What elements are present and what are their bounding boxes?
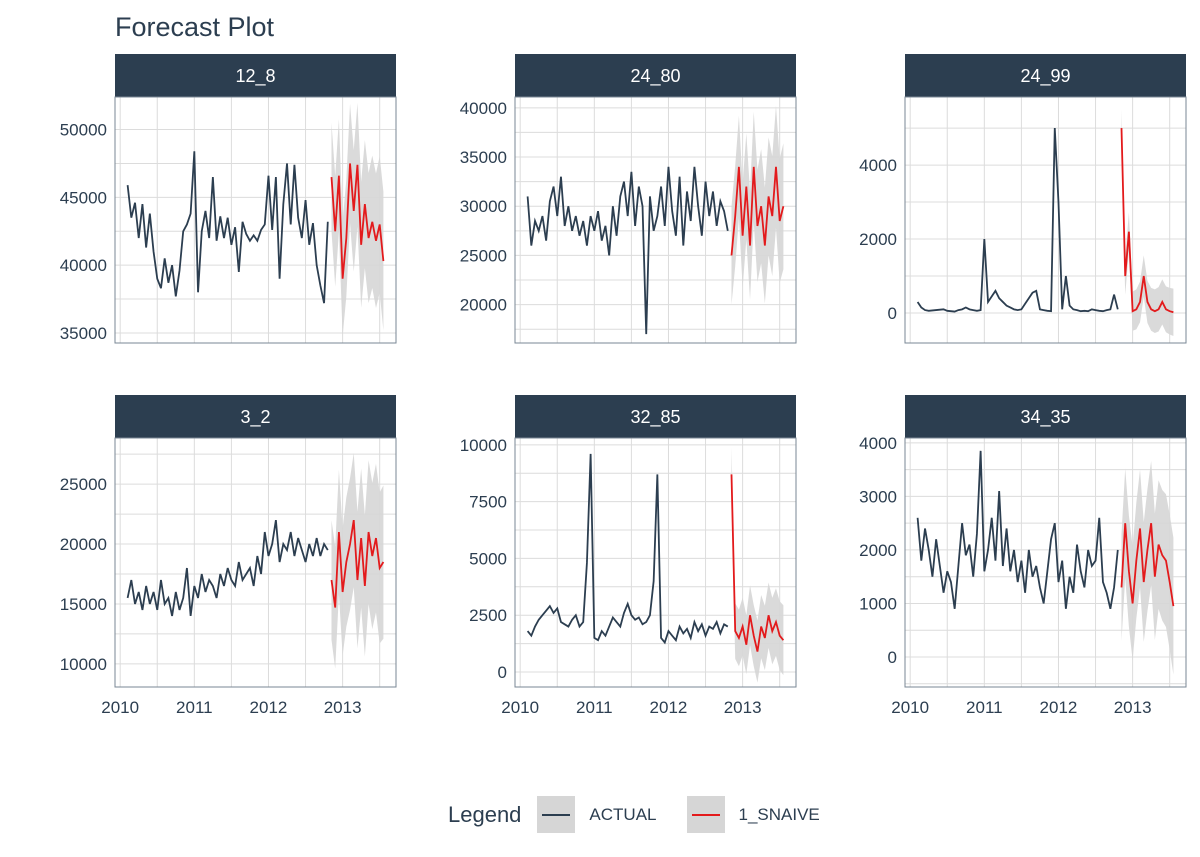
- x-tick-label: 2012: [1040, 698, 1078, 717]
- y-tick-label: 2000: [859, 230, 897, 249]
- series-line-actual: [126, 151, 329, 304]
- series-line-snaive: [1120, 128, 1174, 314]
- series-line-actual: [916, 128, 1119, 313]
- prediction-interval-band: [1121, 461, 1174, 675]
- series-line-actual: [526, 166, 729, 335]
- series-line-snaive: [1120, 523, 1175, 607]
- facet-strip: [115, 395, 396, 438]
- y-tick-label: 20000: [460, 296, 507, 315]
- y-tick-label: 5000: [469, 549, 507, 568]
- y-tick-label: 7500: [469, 493, 507, 512]
- panel-border: [904, 96, 1187, 344]
- facet-panel-12_8: 12_8 35000 40000 45000 50000: [60, 54, 397, 344]
- x-tick-label: 2010: [501, 698, 539, 717]
- x-tick-label: 2011: [176, 698, 213, 717]
- x-tick-label: 2012: [650, 698, 688, 717]
- chart-title: Forecast Plot: [115, 12, 275, 42]
- facet-panel-32_85: 32_85 0 2500 5000 7500 10000 2010 2011 2012 2013: [460, 395, 797, 717]
- y-tick-label: 20000: [60, 535, 107, 554]
- prediction-interval-band: [1121, 109, 1174, 336]
- y-tick-label: 45000: [60, 188, 107, 207]
- x-tick-label: 2013: [1114, 698, 1152, 717]
- prediction-interval-band: [731, 105, 784, 305]
- y-tick-label: 3000: [859, 487, 897, 506]
- series-line-snaive: [330, 163, 385, 279]
- y-tick-label: 40000: [460, 99, 507, 118]
- y-tick-label: 10000: [460, 436, 507, 455]
- series-line-snaive: [730, 474, 785, 652]
- x-tick-label: 2013: [724, 698, 762, 717]
- series-line-snaive: [730, 166, 785, 256]
- facet-strip-label: 32_85: [630, 407, 680, 428]
- y-tick-label: 4000: [859, 434, 897, 453]
- y-tick-label: 0: [888, 304, 897, 323]
- legend-key-actual: [537, 796, 576, 833]
- panel-border: [904, 437, 1187, 688]
- y-tick-label: 0: [888, 648, 897, 667]
- facet-panel-3_2: 3_2 10000 15000 20000 25000 2010 2011 2012 2013: [60, 395, 397, 717]
- prediction-interval-band: [331, 102, 384, 337]
- facet-strip-label: 24_99: [1020, 66, 1070, 87]
- facet-strip-label: 12_8: [235, 66, 275, 87]
- x-tick-label: 2010: [101, 698, 139, 717]
- x-tick-label: 2011: [576, 698, 613, 717]
- prediction-interval-band: [331, 452, 384, 669]
- facet-panel-24_80: 24_80 20000 25000 30000 35000 40000: [460, 54, 797, 344]
- facet-strip: [115, 54, 396, 97]
- facet-panel-34_35: 34_35 0 1000 2000 3000 4000 2010 2011 2012 2013: [859, 395, 1187, 717]
- facet-strip: [515, 54, 796, 97]
- legend-title: Legend: [448, 801, 522, 827]
- y-tick-label: 15000: [60, 595, 107, 614]
- panel-border: [514, 96, 797, 344]
- facet-strip-label: 34_35: [1020, 407, 1070, 428]
- panel-border: [114, 437, 397, 688]
- panel-border: [114, 96, 397, 344]
- x-tick-label: 2010: [891, 698, 929, 717]
- y-tick-label: 25000: [60, 475, 107, 494]
- y-tick-label: 30000: [460, 197, 507, 216]
- y-tick-label: 10000: [60, 655, 107, 674]
- legend-key-snaive: [686, 796, 725, 833]
- y-tick-label: 4000: [859, 156, 897, 175]
- y-tick-label: 35000: [460, 148, 507, 167]
- y-tick-label: 50000: [60, 121, 107, 140]
- facet-strip: [905, 395, 1186, 438]
- y-tick-label: 2000: [859, 541, 897, 560]
- legend: Legend ACTUAL 1_SNAIVE: [448, 796, 850, 833]
- y-tick-label: 40000: [60, 256, 107, 275]
- legend-label-actual: ACTUAL: [589, 804, 657, 824]
- facet-strip-label: 24_80: [630, 66, 680, 87]
- series-line-actual: [126, 519, 329, 617]
- x-tick-label: 2013: [324, 698, 362, 717]
- series-line-actual: [526, 453, 729, 645]
- x-tick-label: 2012: [250, 698, 288, 717]
- facet-panel-24_99: 24_99 0 2000 4000: [859, 54, 1187, 344]
- y-tick-label: 1000: [859, 594, 897, 613]
- y-tick-label: 35000: [60, 324, 107, 343]
- y-tick-label: 0: [498, 663, 507, 682]
- y-tick-label: 25000: [460, 246, 507, 265]
- y-tick-label: 2500: [469, 606, 507, 625]
- series-line-snaive: [330, 519, 385, 608]
- panel-border: [514, 437, 797, 688]
- facet-strip: [515, 395, 796, 438]
- series-line-actual: [916, 450, 1119, 610]
- facet-strip-label: 3_2: [240, 407, 270, 428]
- facet-strip: [905, 54, 1186, 97]
- x-tick-label: 2011: [966, 698, 1003, 717]
- legend-label-snaive: 1_SNAIVE: [738, 804, 820, 824]
